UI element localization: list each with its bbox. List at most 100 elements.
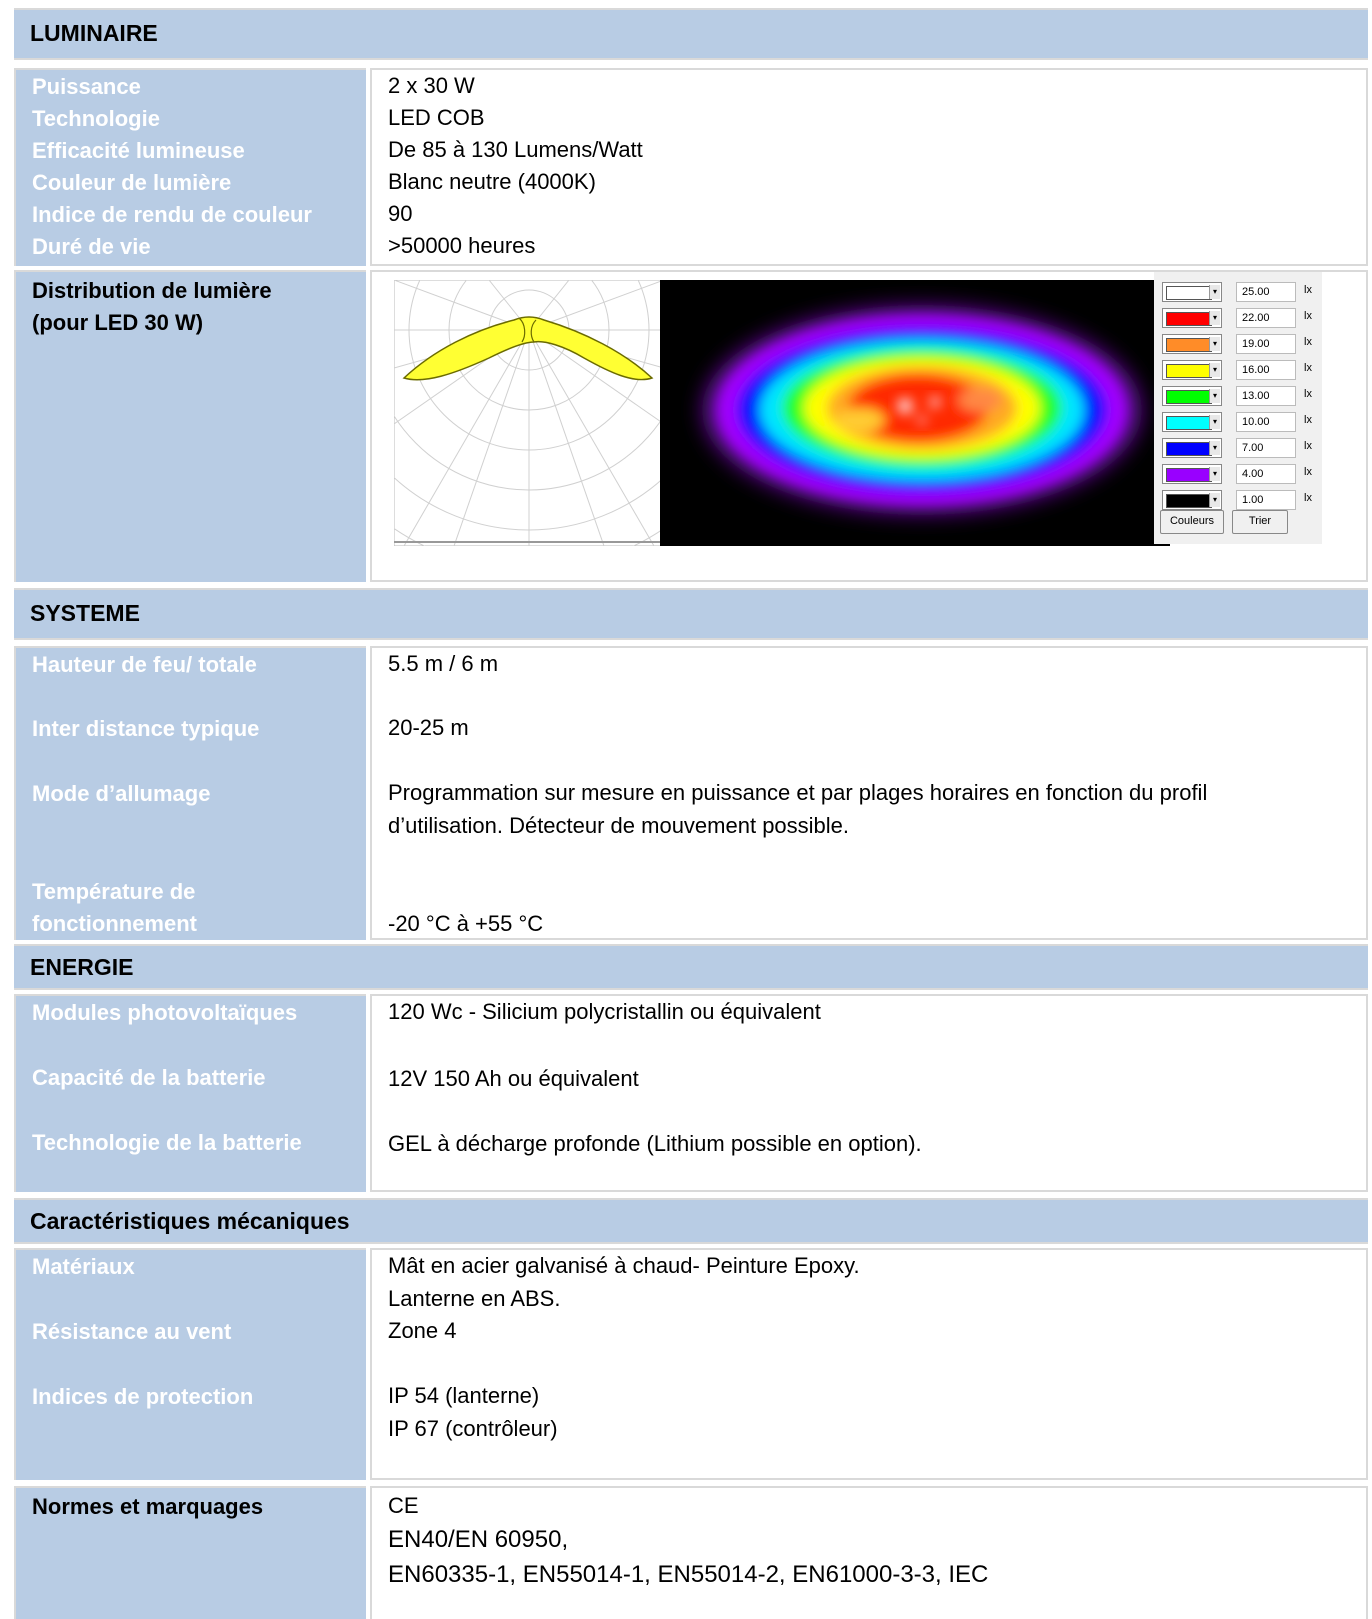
label-temperature-2: fonctionnement [32,911,197,936]
legend-value-field[interactable]: 10.00 [1236,412,1296,432]
normes-label-cell: Normes et marquages [14,1486,366,1619]
label-normes: Normes et marquages [32,1494,264,1519]
sort-button[interactable]: Trier [1232,510,1288,534]
legend-value-field[interactable]: 19.00 [1236,334,1296,354]
isolux-legend-panel: ▾ 25.00 lx ▾ 22.00 lx ▾ 19.00 lx ▾ 16.00… [1154,272,1322,544]
label-materiaux: Matériaux [32,1254,135,1279]
label-couleur: Couleur de lumière [32,170,232,195]
value-temperature: -20 °C à +55 °C [388,911,544,936]
section-title: LUMINAIRE [30,20,158,46]
value-normes-list: EN60335-1, EN55014-1, EN55014-2, EN61000… [388,1561,989,1588]
chevron-down-icon: ▾ [1209,389,1220,403]
label-efficacite: Efficacité lumineuse [32,138,245,163]
chevron-down-icon: ▾ [1209,311,1220,325]
value-resistance-vent: Zone 4 [388,1318,457,1343]
legend-swatch [1166,312,1212,326]
value-technologie: LED COB [388,105,485,130]
colors-button[interactable]: Couleurs [1160,510,1224,534]
value-efficacite: De 85 à 130 Lumens/Watt [388,137,643,162]
value-protection-2: IP 67 (contrôleur) [388,1416,558,1441]
legend-unit: lx [1304,388,1312,400]
legend-unit: lx [1304,284,1312,296]
value-capacite-batterie: 12V 150 Ah ou équivalent [388,1066,639,1091]
legend-color-dropdown[interactable]: ▾ [1162,308,1222,328]
legend-swatch [1166,494,1212,508]
label-irc: Indice de rendu de couleur [32,202,312,227]
value-puissance: 2 x 30 W [388,73,475,98]
isolux-heatmap [660,280,1170,546]
section-header-luminaire: LUMINAIRE [14,8,1368,60]
chevron-down-icon: ▾ [1209,285,1220,299]
legend-unit: lx [1304,414,1312,426]
legend-value-field[interactable]: 4.00 [1236,464,1296,484]
legend-unit: lx [1304,362,1312,374]
section-title: SYSTEME [30,600,140,626]
label-indices-protection: Indices de protection [32,1384,254,1409]
legend-unit: lx [1304,492,1312,504]
polar-distribution-diagram [394,280,664,546]
value-technologie-batterie: GEL à décharge profonde (Lithium possibl… [388,1131,922,1156]
label-duree-vie: Duré de vie [32,234,151,259]
label-inter-distance: Inter distance typique [32,716,260,741]
legend-color-dropdown[interactable]: ▾ [1162,490,1222,510]
value-hauteur: 5.5 m / 6 m [388,651,499,676]
legend-color-dropdown[interactable]: ▾ [1162,464,1222,484]
normes-values-cell: CE EN40/EN 60950, EN60335-1, EN55014-1, … [370,1486,1368,1619]
legend-color-dropdown[interactable]: ▾ [1162,412,1222,432]
luminaire-labels-cell: Puissance Technologie Efficacité lumineu… [14,68,366,266]
legend-value-field[interactable]: 25.00 [1236,282,1296,302]
mecanique-values-cell: Mât en acier galvanisé à chaud- Peinture… [370,1248,1368,1480]
value-mode-allumage: Programmation sur mesure en puissance et… [388,780,1208,805]
legend-swatch [1166,338,1212,352]
value-normes-ce: CE [388,1493,419,1518]
value-mode-allumage-2: d’utilisation. Détecteur de mouvement po… [388,813,850,838]
legend-unit: lx [1304,336,1312,348]
label-hauteur: Hauteur de feu/ totale [32,652,257,677]
legend-color-dropdown[interactable]: ▾ [1162,386,1222,406]
label-technologie-batterie: Technologie de la batterie [32,1130,302,1155]
label-technologie: Technologie [32,106,160,131]
chevron-down-icon: ▾ [1209,467,1220,481]
label-modules: Modules photovoltaïques [32,1000,298,1025]
value-duree-vie: >50000 heures [388,233,536,258]
polar-curve [402,316,654,381]
value-modules: 120 Wc - Silicium polycristallin ou équi… [388,999,821,1024]
value-irc: 90 [388,201,413,226]
legend-swatch [1166,390,1212,404]
legend-unit: lx [1304,466,1312,478]
section-title: Caractéristiques mécaniques [30,1208,350,1234]
legend-value-field[interactable]: 16.00 [1236,360,1296,380]
section-header-energie: ENERGIE [14,944,1368,990]
energie-labels-cell: Modules photovoltaïques Capacité de la b… [14,994,366,1192]
chevron-down-icon: ▾ [1209,493,1220,507]
chevron-down-icon: ▾ [1209,363,1220,377]
distribution-label-cell: Distribution de lumière (pour LED 30 W) [14,270,366,582]
legend-value-field[interactable]: 1.00 [1236,490,1296,510]
legend-value-field[interactable]: 22.00 [1236,308,1296,328]
legend-color-dropdown[interactable]: ▾ [1162,438,1222,458]
label-capacite-batterie: Capacité de la batterie [32,1065,266,1090]
label-distribution: Distribution de lumière [32,278,272,303]
legend-swatch [1166,364,1212,378]
legend-unit: lx [1304,440,1312,452]
systeme-values-cell: 5.5 m / 6 m 20-25 m Programmation sur me… [370,646,1368,940]
value-protection: IP 54 (lanterne) [388,1383,540,1408]
chevron-down-icon: ▾ [1209,441,1220,455]
label-mode-allumage: Mode d’allumage [32,781,211,806]
legend-color-dropdown[interactable]: ▾ [1162,334,1222,354]
legend-value-field[interactable]: 13.00 [1236,386,1296,406]
legend-color-dropdown[interactable]: ▾ [1162,282,1222,302]
label-distribution-sub: (pour LED 30 W) [32,310,204,335]
legend-value-field[interactable]: 7.00 [1236,438,1296,458]
chevron-down-icon: ▾ [1209,415,1220,429]
section-header-systeme: SYSTEME [14,588,1368,640]
legend-color-dropdown[interactable]: ▾ [1162,360,1222,380]
distribution-value-cell: ▾ 25.00 lx ▾ 22.00 lx ▾ 19.00 lx ▾ 16.00… [370,270,1368,582]
label-resistance-vent: Résistance au vent [32,1319,232,1344]
systeme-labels-cell: Hauteur de feu/ totale Inter distance ty… [14,646,366,940]
legend-swatch [1166,468,1212,482]
label-temperature: Température de [32,879,196,904]
value-inter-distance: 20-25 m [388,715,469,740]
section-header-mecanique: Caractéristiques mécaniques [14,1198,1368,1244]
section-title: ENERGIE [30,954,134,980]
